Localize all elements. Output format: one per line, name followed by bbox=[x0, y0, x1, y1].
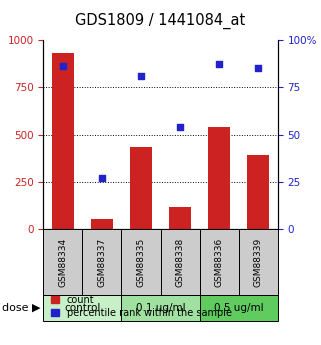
Point bbox=[99, 175, 104, 181]
Text: GSM88334: GSM88334 bbox=[58, 238, 67, 287]
Text: GSM88339: GSM88339 bbox=[254, 238, 263, 287]
Point bbox=[256, 66, 261, 71]
Text: dose ▶: dose ▶ bbox=[2, 303, 40, 313]
Text: GSM88335: GSM88335 bbox=[136, 238, 145, 287]
Legend: count, percentile rank within the sample: count, percentile rank within the sample bbox=[51, 295, 232, 318]
Text: GSM88338: GSM88338 bbox=[176, 238, 185, 287]
Text: GSM88337: GSM88337 bbox=[97, 238, 107, 287]
Bar bbox=[169, 207, 191, 229]
Text: 0.5 ug/ml: 0.5 ug/ml bbox=[214, 303, 264, 313]
Text: 0.1 ug/ml: 0.1 ug/ml bbox=[136, 303, 185, 313]
Text: control: control bbox=[64, 303, 100, 313]
Bar bbox=[91, 219, 113, 229]
Point bbox=[178, 124, 183, 130]
Bar bbox=[130, 147, 152, 229]
Text: GSM88336: GSM88336 bbox=[214, 238, 224, 287]
Bar bbox=[208, 127, 230, 229]
Point bbox=[216, 61, 221, 67]
Text: GDS1809 / 1441084_at: GDS1809 / 1441084_at bbox=[75, 13, 246, 29]
Point bbox=[60, 63, 65, 69]
Bar bbox=[247, 155, 269, 229]
Point bbox=[138, 73, 143, 79]
Bar bbox=[52, 53, 74, 229]
